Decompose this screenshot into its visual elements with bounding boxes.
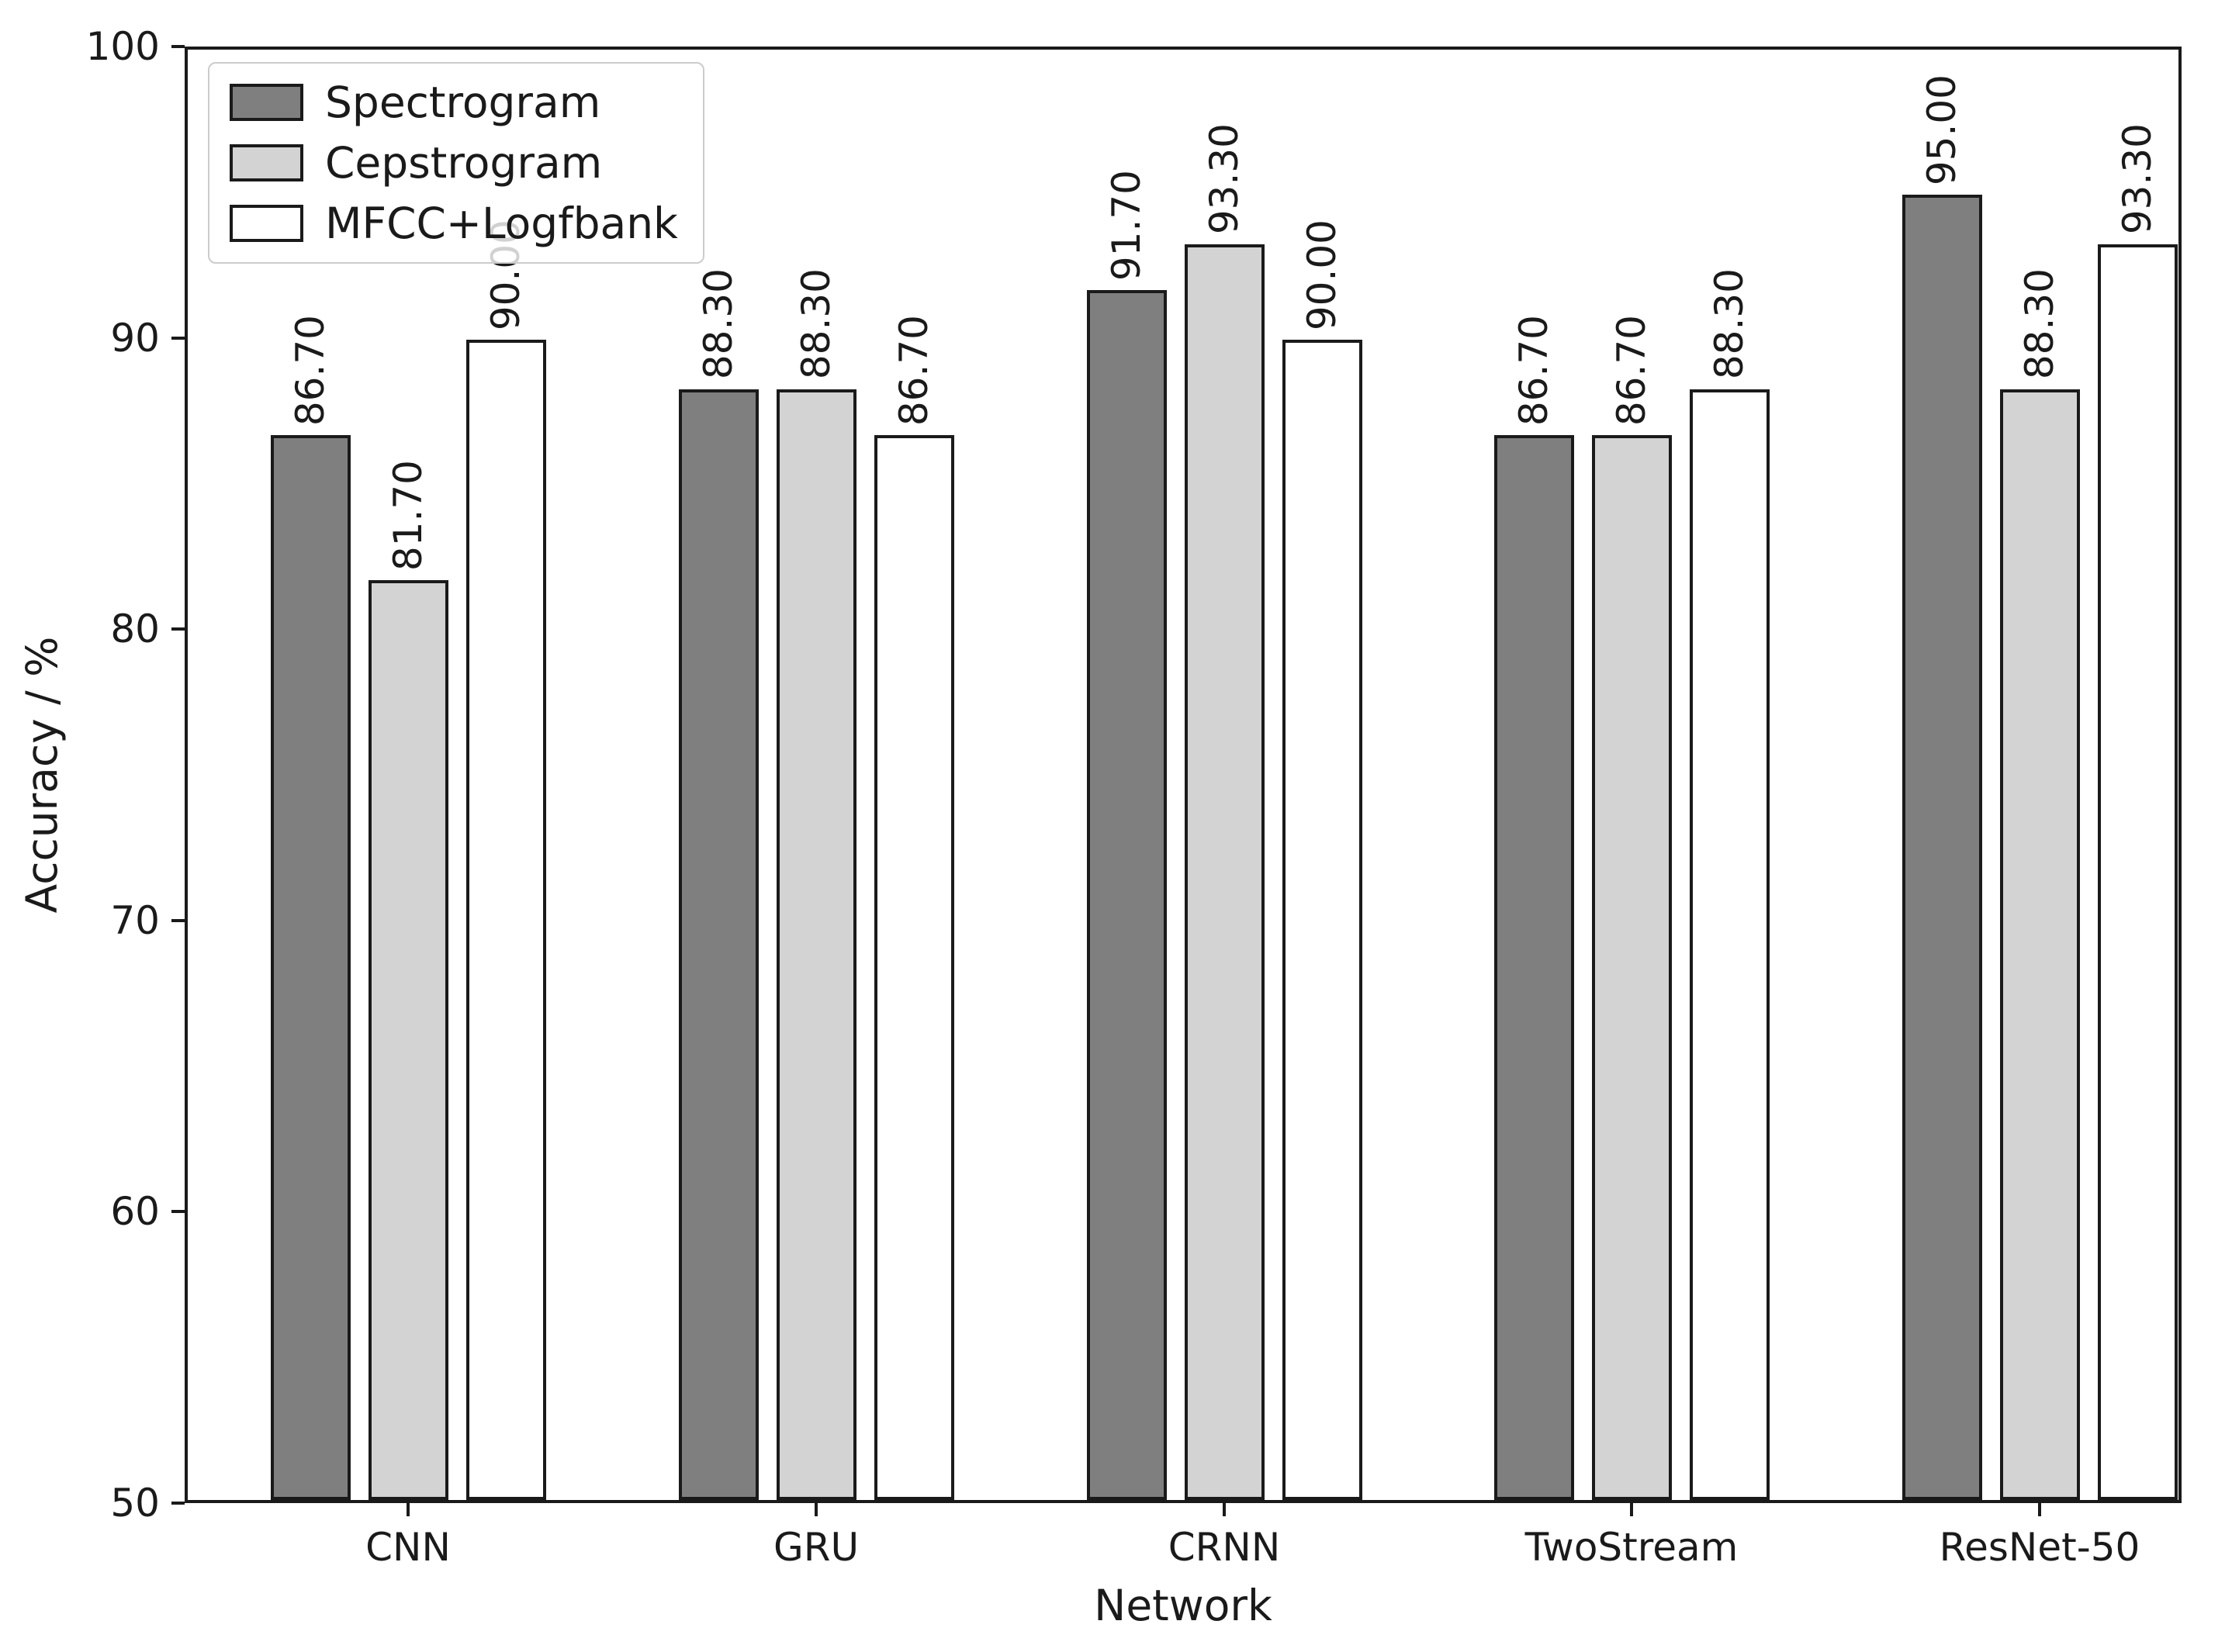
y-tick-label: 60 (110, 1189, 160, 1235)
bar (1282, 340, 1362, 1500)
x-tick (2038, 1503, 2041, 1516)
bar (270, 435, 351, 1500)
bar-value-label: 81.70 (386, 460, 431, 572)
y-tick-label: 50 (110, 1481, 160, 1526)
bar-value-label: 86.70 (891, 315, 936, 427)
legend-label: Cepstrogram (325, 138, 603, 188)
bar-value-label: 88.30 (794, 268, 839, 380)
bar-value-label: 91.70 (1104, 170, 1149, 282)
x-tick (1630, 1503, 1633, 1516)
bar-value-label: 90.00 (1299, 219, 1344, 330)
bar (368, 580, 448, 1500)
x-tick-label: CRNN (1168, 1525, 1281, 1570)
y-tick (171, 45, 185, 48)
legend-label: MFCC+Logfbank (325, 199, 678, 248)
y-axis-label: Accuracy / % (17, 636, 67, 914)
y-tick-label: 90 (110, 315, 160, 361)
bar-value-label: 88.30 (2017, 268, 2062, 380)
bar (1184, 244, 1265, 1500)
bar (1689, 389, 1770, 1500)
legend-item: MFCC+Logfbank (230, 200, 678, 247)
bar-value-label: 88.30 (1707, 268, 1752, 380)
y-tick (171, 1210, 185, 1214)
bar-value-label: 95.00 (1919, 74, 1964, 185)
bar (776, 389, 856, 1500)
bar (1086, 290, 1167, 1500)
x-axis-label: Network (1094, 1581, 1272, 1630)
legend: Spectrogram Cepstrogram MFCC+Logfbank (208, 62, 704, 264)
y-tick (171, 627, 185, 631)
bar-value-label: 86.70 (1511, 315, 1556, 427)
y-tick (171, 1502, 185, 1505)
y-tick (171, 336, 185, 340)
bar-value-label: 93.30 (1202, 123, 1247, 235)
bar (1493, 435, 1574, 1500)
y-tick (171, 918, 185, 922)
x-tick (407, 1503, 410, 1516)
plot-area: 86.70 88.30 91.70 86.70 95.00 81.70 88.30 93.30… (185, 47, 2182, 1503)
bar (874, 435, 954, 1500)
x-tick-label: ResNet-50 (1939, 1525, 2140, 1570)
y-tick-label: 80 (110, 607, 160, 652)
legend-swatch (230, 144, 303, 181)
x-tick-label: CNN (365, 1525, 451, 1570)
bar (678, 389, 759, 1500)
bar-value-label: 88.30 (696, 268, 741, 380)
x-tick (1223, 1503, 1226, 1516)
y-tick-label: 70 (110, 897, 160, 943)
legend-item: Spectrogram (230, 79, 678, 126)
legend-label: Spectrogram (325, 78, 601, 127)
bar (2097, 244, 2178, 1500)
x-tick-label: TwoStream (1524, 1525, 1739, 1570)
x-tick-label: GRU (773, 1525, 860, 1570)
bar-value-label: 86.70 (288, 315, 333, 427)
bar (1999, 389, 2080, 1500)
legend-swatch (230, 84, 303, 121)
bar (1591, 435, 1672, 1500)
legend-item: Cepstrogram (230, 140, 678, 186)
y-tick-label: 100 (85, 24, 160, 69)
bar (465, 340, 546, 1500)
bar (1902, 195, 1982, 1500)
x-tick (815, 1503, 818, 1516)
bar-value-label: 86.70 (1609, 315, 1654, 427)
legend-swatch (230, 205, 303, 242)
bar-value-label: 93.30 (2115, 123, 2160, 235)
